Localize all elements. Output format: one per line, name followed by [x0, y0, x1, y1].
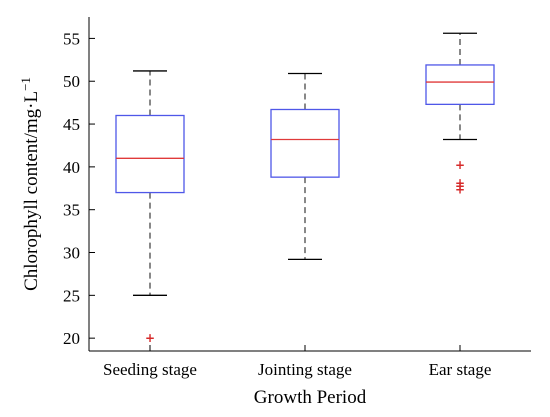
y-axis-title-main: Chlorophyll content/mg·L — [21, 91, 42, 291]
box-group — [270, 72, 340, 261]
y-tick-label: 50 — [63, 72, 80, 91]
x-tick-label: Seeding stage — [103, 360, 197, 379]
iqr-box — [270, 108, 340, 178]
x-ticks: Seeding stage Jointing stage Ear stage — [103, 345, 491, 379]
iqr-box — [115, 114, 185, 194]
outlier-point: + — [455, 179, 465, 193]
x-tick-label: Ear stage — [429, 360, 492, 379]
x-axis-title: Growth Period — [254, 387, 367, 408]
outlier-point: + — [455, 158, 465, 172]
y-tick-label: 35 — [63, 201, 80, 220]
outlier-point: + — [455, 176, 465, 190]
y-tick-label: 45 — [63, 115, 80, 134]
outlier-point: + — [455, 183, 465, 197]
y-tick-label: 40 — [63, 158, 80, 177]
y-tick-label: 55 — [63, 29, 80, 48]
y-tick-label: 20 — [63, 329, 80, 348]
boxes: +++++ — [115, 32, 495, 345]
y-tick-label: 25 — [63, 286, 80, 305]
y-ticks: 20 25 30 35 40 45 50 55 — [63, 29, 95, 348]
outlier-point: + — [145, 331, 155, 345]
y-axis-title-superscript: −1 — [18, 77, 33, 91]
y-axis-title: Chlorophyll content/mg·L−1 — [18, 77, 43, 291]
y-tick-label: 30 — [63, 244, 80, 263]
iqr-box — [425, 64, 495, 106]
box-group: ++++ — [425, 32, 495, 197]
x-tick-label: Jointing stage — [258, 360, 352, 379]
box-group: + — [115, 70, 185, 345]
